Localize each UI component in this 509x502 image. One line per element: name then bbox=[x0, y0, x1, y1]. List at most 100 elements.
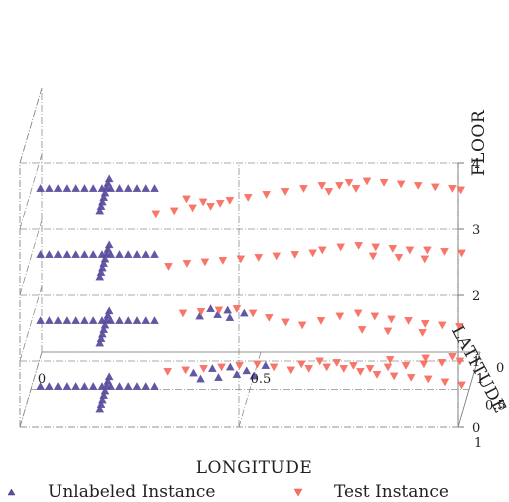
test-point bbox=[357, 326, 367, 334]
unlabeled-point bbox=[123, 382, 133, 390]
y-tick-label: 0.5 bbox=[485, 399, 506, 414]
legend: Unlabeled Instance Test Instance bbox=[7, 482, 449, 502]
test-point bbox=[225, 197, 235, 205]
unlabeled-point bbox=[195, 311, 204, 320]
unlabeled-point bbox=[62, 316, 72, 324]
test-point bbox=[457, 381, 466, 390]
test-point bbox=[413, 182, 423, 190]
x-tick-label: 1 bbox=[476, 372, 484, 387]
test-point bbox=[437, 321, 447, 330]
unlabeled-point bbox=[62, 382, 72, 390]
legend-label-test: Test Instance bbox=[334, 482, 449, 502]
test-point bbox=[349, 362, 358, 370]
test-point bbox=[448, 353, 457, 361]
z-tick-label: 4 bbox=[472, 157, 480, 172]
test-point bbox=[372, 371, 382, 379]
z-grid-line-side bbox=[19, 219, 43, 296]
test-point bbox=[406, 374, 416, 382]
unlabeled-point bbox=[123, 316, 133, 324]
legend-item-test: Test Instance bbox=[293, 482, 449, 502]
test-point bbox=[440, 378, 450, 387]
test-point bbox=[388, 245, 398, 253]
unlabeled-point bbox=[150, 184, 159, 192]
unlabeled-point bbox=[225, 362, 235, 371]
test-point bbox=[383, 363, 393, 372]
unlabeled-point bbox=[95, 338, 105, 347]
unlabeled-point bbox=[36, 316, 45, 324]
test-point bbox=[299, 185, 308, 193]
test-point bbox=[387, 315, 396, 324]
unlabeled-point bbox=[150, 250, 159, 258]
test-point bbox=[218, 257, 228, 265]
test-point bbox=[401, 362, 411, 370]
unlabeled-point bbox=[71, 316, 81, 324]
unlabeled-point bbox=[232, 370, 242, 378]
test-point bbox=[169, 207, 179, 216]
test-point bbox=[365, 365, 375, 373]
unlabeled-point bbox=[62, 184, 72, 192]
test-point bbox=[418, 329, 427, 337]
unlabeled-point bbox=[141, 316, 151, 324]
unlabeled-point bbox=[132, 382, 142, 390]
unlabeled-point bbox=[141, 184, 151, 192]
test-point bbox=[181, 366, 190, 375]
unlabeled-point bbox=[80, 316, 89, 324]
unlabeled-point bbox=[95, 404, 105, 413]
unlabeled-point bbox=[88, 316, 98, 324]
test-point bbox=[178, 309, 188, 318]
test-point bbox=[368, 252, 378, 261]
test-point bbox=[456, 186, 466, 195]
test-point bbox=[405, 246, 415, 255]
series-test bbox=[151, 177, 466, 390]
test-point bbox=[455, 323, 464, 331]
test-point bbox=[236, 255, 246, 264]
test-point bbox=[316, 317, 326, 325]
test-point bbox=[235, 362, 244, 370]
z-axis-label: FLOOR bbox=[469, 109, 489, 176]
test-point bbox=[264, 314, 274, 322]
test-point bbox=[420, 255, 430, 264]
legend-item-unlabeled: Unlabeled Instance bbox=[7, 482, 215, 502]
test-point bbox=[455, 357, 465, 366]
test-point bbox=[248, 309, 258, 318]
unlabeled-point bbox=[132, 250, 142, 258]
data-marks bbox=[36, 174, 466, 413]
test-point bbox=[344, 179, 354, 187]
test-point bbox=[243, 194, 253, 202]
test-point bbox=[317, 182, 327, 190]
x-grid-line-floor bbox=[457, 351, 481, 428]
test-point bbox=[253, 360, 262, 369]
test-point bbox=[214, 306, 224, 315]
unlabeled-point bbox=[36, 382, 45, 390]
test-point bbox=[200, 258, 210, 267]
test-point bbox=[182, 195, 191, 204]
unlabeled-point bbox=[88, 382, 98, 390]
unlabeled-point bbox=[150, 316, 159, 324]
test-point bbox=[351, 185, 361, 193]
test-point bbox=[437, 359, 447, 367]
unlabeled-point bbox=[214, 373, 223, 381]
unlabeled-point bbox=[206, 304, 215, 312]
test-point bbox=[317, 246, 327, 255]
test-point bbox=[324, 188, 334, 196]
test-point bbox=[404, 317, 413, 325]
unlabeled-point bbox=[115, 382, 124, 390]
unlabeled-point bbox=[261, 361, 271, 369]
unlabeled-point bbox=[71, 184, 81, 192]
z-tick-label: 3 bbox=[472, 223, 480, 238]
test-point bbox=[335, 312, 345, 321]
unlabeled-point bbox=[71, 250, 81, 258]
test-point bbox=[304, 365, 314, 373]
test-point bbox=[371, 243, 381, 252]
x-tick-label: 0 bbox=[38, 372, 46, 387]
test-point bbox=[379, 179, 389, 187]
series-unlabeled bbox=[36, 174, 271, 413]
unlabeled-point bbox=[102, 249, 111, 258]
test-point bbox=[394, 254, 404, 262]
unlabeled-point bbox=[36, 250, 45, 258]
unlabeled-point bbox=[45, 250, 54, 258]
test-point bbox=[420, 320, 430, 328]
unlabeled-point bbox=[62, 250, 72, 258]
